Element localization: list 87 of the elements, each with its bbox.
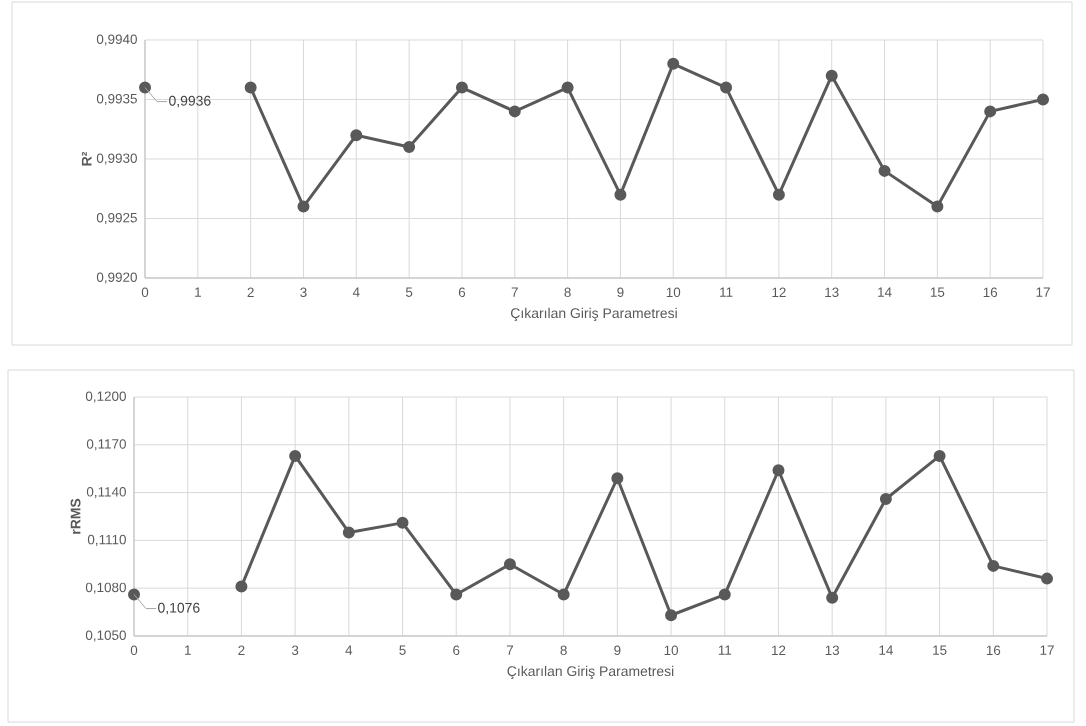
point <box>826 591 839 604</box>
y-tick-label: 0,1140 <box>86 487 126 499</box>
annotation: 0,1076 <box>158 602 200 615</box>
x-tick-label: 13 <box>825 287 839 298</box>
point <box>450 588 463 601</box>
point <box>350 129 363 142</box>
point <box>455 81 468 94</box>
x-tick-label: 0 <box>141 287 149 298</box>
x-tick-label: 6 <box>458 287 466 298</box>
y-axis-title: rRMS <box>70 498 81 534</box>
y-tick-label: 0,9935 <box>96 93 137 106</box>
y-tick-label: 0,9940 <box>96 34 137 46</box>
y-tick-label: 0,1080 <box>85 582 126 594</box>
x-tick-label: 10 <box>666 287 681 298</box>
x-axis-title: Çıkarılan Giriş Parametresi <box>511 307 677 321</box>
x-tick-label: 1 <box>195 287 201 297</box>
point <box>879 492 892 505</box>
x-tick-label: 14 <box>879 645 893 655</box>
point <box>614 188 627 201</box>
x-tick-label: 7 <box>506 645 514 655</box>
point <box>139 81 152 94</box>
x-tick-label: 10 <box>664 645 679 656</box>
y-tick-label: 0,1170 <box>86 439 126 451</box>
point <box>244 81 257 94</box>
x-tick-label: 17 <box>1040 645 1054 655</box>
x-tick-label: 2 <box>247 287 254 297</box>
x-tick-label: 2 <box>238 645 245 655</box>
point <box>987 559 1000 572</box>
x-tick-label: 9 <box>617 287 624 298</box>
x-axis-title: Çıkarılan Giriş Parametresi <box>507 665 674 679</box>
point <box>718 588 731 601</box>
point <box>720 81 733 94</box>
annotation: 0,9936 <box>169 95 211 108</box>
point <box>396 516 409 529</box>
y-tick-label: 0,9920 <box>96 272 137 284</box>
point <box>235 580 248 593</box>
point <box>772 188 785 201</box>
point <box>1041 572 1054 585</box>
point <box>342 526 355 539</box>
y-tick-label: 0,9930 <box>96 153 137 165</box>
x-tick-label: 11 <box>718 645 732 655</box>
point <box>128 588 141 601</box>
point <box>825 69 838 82</box>
point <box>289 449 302 462</box>
point <box>503 558 516 571</box>
x-tick-label: 8 <box>564 287 571 298</box>
point <box>878 164 891 177</box>
point <box>665 609 678 622</box>
y-tick-label: 0,9925 <box>96 212 137 225</box>
point <box>611 472 624 485</box>
x-tick-label: 9 <box>614 645 621 656</box>
y-tick-label: 0,1200 <box>85 391 126 403</box>
point <box>297 200 310 213</box>
x-tick-label: 6 <box>453 645 460 656</box>
x-tick-label: 15 <box>933 645 947 655</box>
x-tick-label: 12 <box>772 287 786 297</box>
point <box>772 464 785 477</box>
x-tick-label: 3 <box>300 287 307 298</box>
x-tick-label: 4 <box>352 287 360 297</box>
x-tick-label: 17 <box>1036 287 1050 297</box>
x-tick-label: 5 <box>399 645 406 655</box>
point <box>931 200 944 213</box>
x-tick-label: 16 <box>986 645 1001 656</box>
x-tick-label: 1 <box>185 645 191 655</box>
x-tick-label: 8 <box>560 645 567 656</box>
x-tick-label: 4 <box>345 645 353 655</box>
point <box>984 105 997 118</box>
point <box>1037 93 1050 106</box>
point <box>508 105 521 118</box>
x-tick-label: 15 <box>930 287 945 297</box>
point <box>557 588 570 601</box>
x-tick-label: 12 <box>772 645 786 655</box>
y-axis-title: R² <box>81 151 92 166</box>
point <box>667 57 680 70</box>
point <box>561 81 574 94</box>
x-tick-label: 7 <box>511 287 518 297</box>
point <box>403 141 416 154</box>
point <box>933 449 946 462</box>
x-tick-label: 0 <box>130 645 138 656</box>
y-tick-label: 0,1050 <box>85 630 126 642</box>
x-tick-label: 14 <box>878 287 892 297</box>
x-tick-label: 13 <box>825 645 840 656</box>
y-tick-label: 0,1110 <box>87 534 126 546</box>
x-tick-label: 5 <box>405 287 413 297</box>
x-tick-label: 3 <box>291 645 299 656</box>
x-tick-label: 11 <box>720 287 733 297</box>
x-tick-label: 16 <box>983 287 998 298</box>
